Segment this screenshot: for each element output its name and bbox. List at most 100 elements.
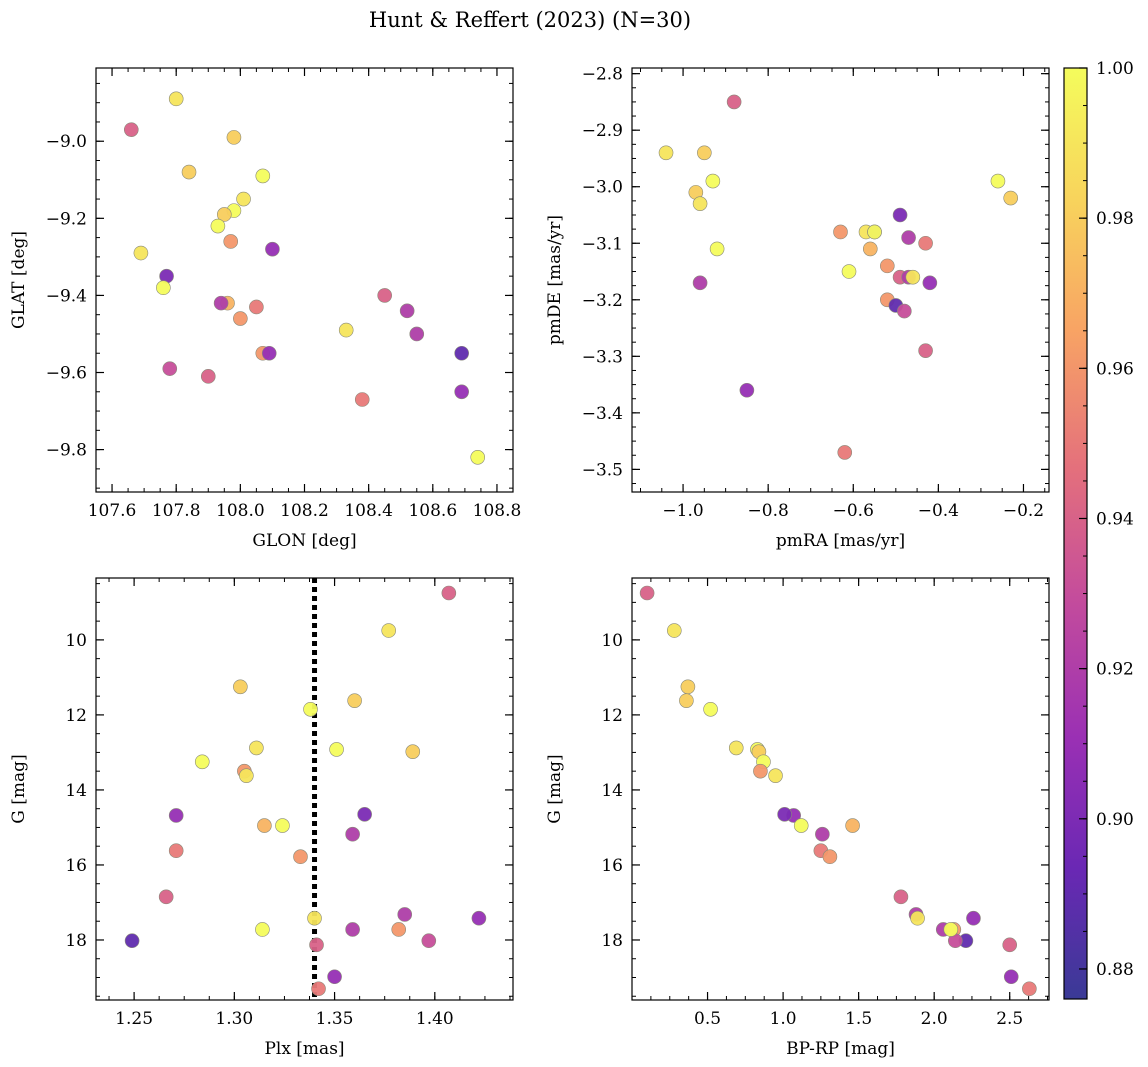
data-point — [168, 91, 184, 107]
colorbar: 0.88 0.90 0.92 0.94 0.96 0.98 1.00 — [1063, 59, 1134, 1000]
y-tick-label: −9.8 — [46, 441, 87, 461]
x-tick-label: 108.6 — [408, 501, 457, 521]
x-axis-label: pmRA [mas/yr] — [776, 531, 905, 551]
colorbar-tick-label: 0.96 — [1096, 359, 1134, 379]
y-axis-label: GLAT [deg] — [9, 231, 29, 329]
data-point — [837, 445, 853, 460]
data-point — [739, 382, 755, 398]
data-point — [345, 826, 360, 842]
y-tick-label: 14 — [65, 781, 87, 801]
data-point — [862, 241, 878, 257]
data-point — [311, 981, 326, 997]
axes-frame — [95, 577, 514, 1001]
x-tick-label: −0.6 — [833, 501, 874, 521]
data-point — [768, 768, 783, 783]
data-point — [329, 742, 344, 757]
data-point — [249, 740, 264, 756]
y-tick-label: 16 — [601, 856, 623, 876]
data-point — [133, 245, 149, 261]
data-point — [918, 235, 933, 251]
data-point — [239, 768, 254, 783]
x-tick-label: 1.5 — [845, 1009, 872, 1029]
data-point — [943, 922, 959, 937]
panel-3: 1.25 1.30 1.35 1.40 10 12 14 16 18 Plx [mas] G [ma… — [9, 577, 514, 1059]
x-tick-label: 1.35 — [316, 1009, 354, 1029]
x-tick-label: 108.2 — [280, 501, 329, 521]
data-point — [397, 907, 413, 922]
panels: 107.6 107.8 108.0 108.2 108.4 108.6 108.8 −9.8 −… — [9, 65, 1050, 1059]
data-point — [471, 910, 487, 926]
data-point — [181, 164, 197, 180]
data-point — [255, 922, 270, 937]
colorbar-tick-label: 1.00 — [1096, 59, 1134, 79]
x-tick-label: 0.5 — [694, 1009, 721, 1029]
data-point — [692, 275, 708, 291]
x-tick-label: 1.30 — [215, 1009, 253, 1029]
y-tick-label: −9.6 — [46, 364, 87, 384]
data-point — [454, 345, 469, 361]
data-point — [391, 922, 407, 937]
data-point — [327, 969, 342, 985]
data-point — [338, 322, 354, 338]
data-point — [815, 826, 830, 842]
x-axis-label: Plx [mas] — [264, 1039, 344, 1059]
data-point — [249, 299, 264, 315]
data-point — [261, 345, 277, 361]
y-tick-label: −3.4 — [582, 404, 623, 424]
x-tick-label: 108.0 — [216, 501, 265, 521]
data-point — [307, 910, 322, 926]
y-tick-label: 10 — [65, 631, 87, 651]
y-tick-label: 18 — [601, 931, 623, 951]
data-point — [233, 311, 248, 326]
data-point — [377, 288, 392, 303]
x-tick-label: 2.5 — [996, 1009, 1023, 1029]
data-point — [845, 818, 860, 833]
data-point — [265, 241, 280, 257]
y-tick-label: 12 — [65, 706, 87, 726]
data-point — [1003, 190, 1019, 206]
x-tick-label: 107.6 — [88, 501, 137, 521]
x-tick-label: −0.2 — [1003, 501, 1044, 521]
figure-title: Hunt & Reffert (2023) (N=30) — [369, 8, 691, 32]
data-point — [658, 145, 674, 161]
data-point — [275, 818, 290, 833]
data-point — [1022, 981, 1037, 997]
data-point — [293, 849, 308, 865]
data-point — [454, 384, 469, 400]
x-tick-label: 1.25 — [115, 1009, 153, 1029]
data-point — [194, 754, 210, 770]
data-point — [841, 264, 857, 279]
y-tick-label: −3.1 — [582, 234, 623, 254]
x-tick-label: 108.4 — [344, 501, 393, 521]
y-tick-label: −3.3 — [582, 347, 623, 367]
data-point — [421, 933, 437, 949]
y-tick-label: −3.5 — [582, 460, 623, 480]
colorbar-tick-label: 0.92 — [1096, 660, 1134, 680]
y-tick-label: 16 — [65, 856, 87, 876]
x-tick-label: 2.0 — [921, 1009, 948, 1029]
y-tick-label: 12 — [601, 706, 623, 726]
data-point — [753, 763, 768, 779]
axes-frame — [631, 577, 1050, 1001]
data-point — [303, 701, 318, 717]
colorbar-tick-label: 0.98 — [1096, 209, 1134, 229]
panel-2: −1.0 −0.8 −0.6 −0.4 −0.2 −3.5 −3.4 −3.3 −3.2 −3.1… — [545, 65, 1050, 551]
data-point — [347, 693, 362, 708]
data-point — [409, 326, 425, 342]
data-point — [893, 889, 909, 905]
x-tick-label: −0.8 — [748, 501, 789, 521]
data-point — [123, 122, 139, 137]
data-point — [709, 241, 725, 257]
y-tick-label: −2.9 — [582, 121, 623, 141]
data-point — [158, 889, 174, 905]
y-tick-label: −9.4 — [46, 286, 87, 306]
data-point — [168, 808, 184, 823]
data-point — [470, 450, 486, 465]
data-point — [728, 740, 744, 756]
data-point — [354, 392, 370, 407]
data-point — [922, 275, 938, 291]
data-point — [162, 361, 178, 376]
panel-4: 0.5 1.0 1.5 2.0 2.5 10 12 14 16 18 BP-RP [mag] G [m… — [545, 577, 1050, 1059]
data-point — [226, 130, 242, 145]
